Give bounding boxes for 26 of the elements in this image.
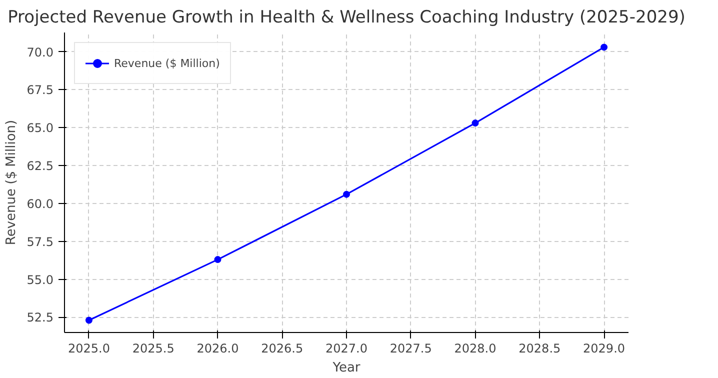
point — [600, 44, 608, 51]
x-tick-label: 2028.0 — [454, 342, 496, 356]
x-axis-title: Year — [332, 360, 361, 376]
y-tick-label: 60.0 — [26, 196, 54, 211]
y-tick-label: 57.5 — [26, 234, 54, 249]
y-tick-label: 52.5 — [26, 310, 54, 325]
legend-label: Revenue ($ Million) — [114, 56, 220, 70]
x-tick-label: 2029.0 — [583, 342, 626, 356]
point — [343, 190, 350, 198]
x-tick-label: 2028.5 — [518, 342, 561, 356]
y-tick-label: 67.5 — [26, 83, 54, 98]
y-tick-label: 65.0 — [26, 121, 54, 136]
x-tick-label: 2027.5 — [390, 342, 432, 356]
y-tick-label: 55.0 — [26, 272, 54, 287]
x-tick-label: 2025.0 — [68, 342, 110, 356]
y-tick-label: 62.5 — [26, 159, 54, 174]
x-tick-label: 2026.5 — [261, 342, 304, 356]
point — [214, 256, 222, 264]
y-axis-title: Revenue ($ Million) — [4, 120, 19, 246]
x-tick-label: 2027.0 — [326, 342, 368, 356]
y-tick-label: 70.0 — [26, 45, 54, 60]
x-tick-label: 2025.5 — [132, 342, 174, 356]
x-tick-label: 2026.0 — [196, 342, 239, 356]
chart-title: Projected Revenue Growth in Health & Wellness Coaching Industry (2025-2029) — [8, 8, 686, 28]
point — [472, 120, 479, 127]
point — [85, 316, 92, 324]
